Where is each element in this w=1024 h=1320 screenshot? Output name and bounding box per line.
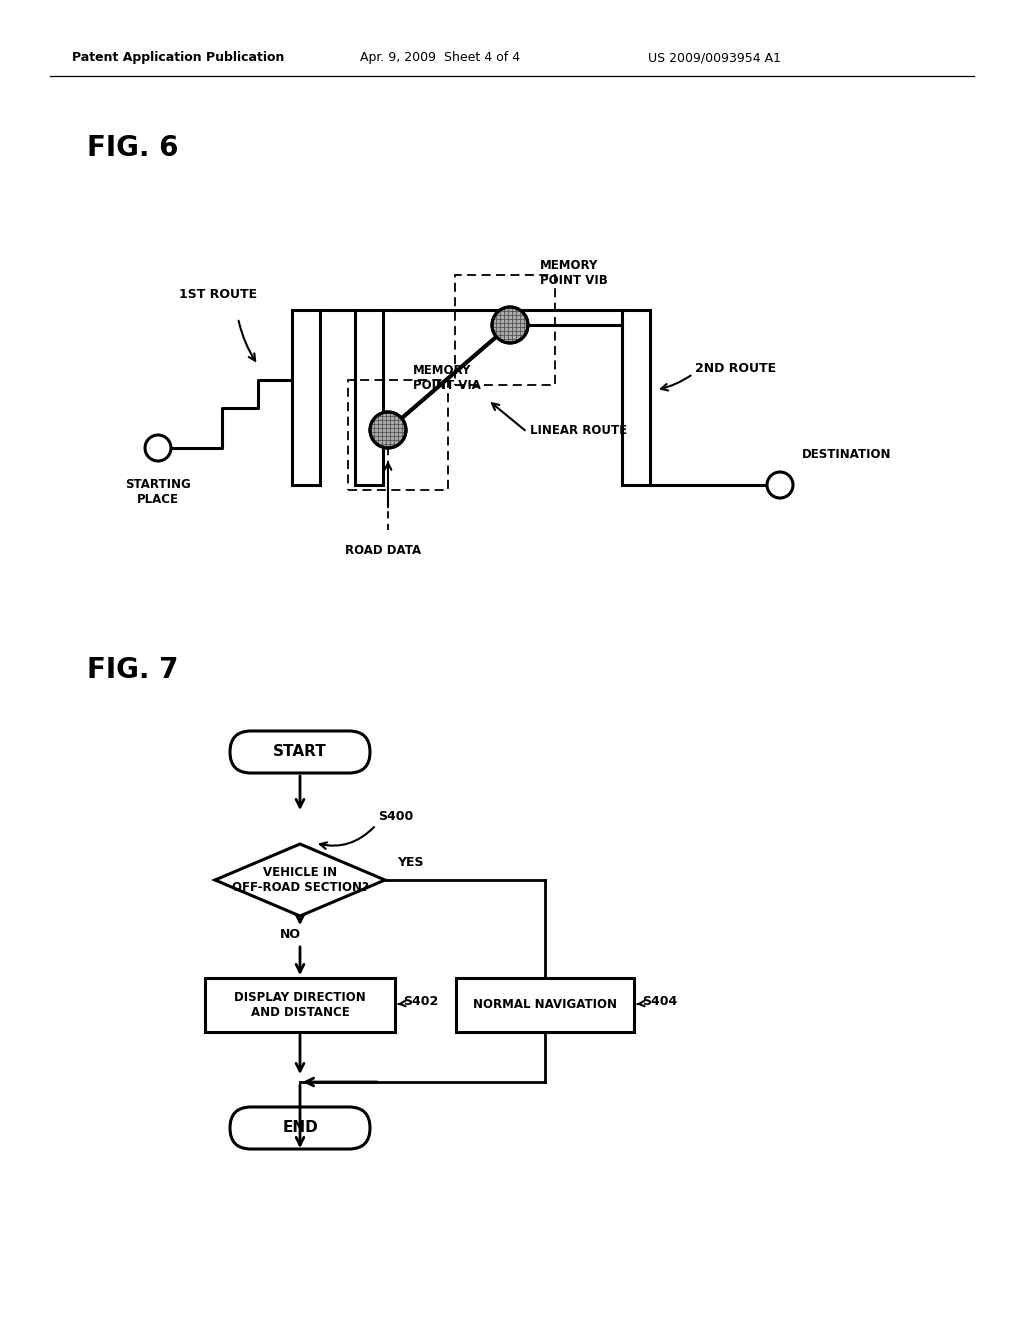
Text: END: END <box>283 1121 317 1135</box>
Bar <box>355 310 383 484</box>
Bar <box>348 380 449 490</box>
Circle shape <box>145 436 171 461</box>
FancyBboxPatch shape <box>230 1107 370 1148</box>
Bar <box>456 978 634 1032</box>
Bar <box>292 310 319 484</box>
Bar <box>205 978 395 1032</box>
Text: FIG. 7: FIG. 7 <box>87 656 178 684</box>
Text: DISPLAY DIRECTION
AND DISTANCE: DISPLAY DIRECTION AND DISTANCE <box>234 991 366 1019</box>
Text: S404: S404 <box>642 995 677 1008</box>
Text: START: START <box>273 744 327 759</box>
Text: 1ST ROUTE: 1ST ROUTE <box>179 289 257 301</box>
FancyBboxPatch shape <box>230 731 370 774</box>
Circle shape <box>492 308 528 343</box>
Text: MEMORY
POINT VIB: MEMORY POINT VIB <box>540 259 608 286</box>
Circle shape <box>370 412 406 447</box>
Text: S400: S400 <box>378 810 414 822</box>
Bar <box>455 275 555 385</box>
Text: S402: S402 <box>403 995 438 1008</box>
Text: VEHICLE IN
OFF-ROAD SECTION?: VEHICLE IN OFF-ROAD SECTION? <box>231 866 369 894</box>
Text: YES: YES <box>397 855 424 869</box>
Text: DESTINATION: DESTINATION <box>802 449 892 462</box>
Text: MEMORY
POINT VIA: MEMORY POINT VIA <box>413 364 481 392</box>
Text: Patent Application Publication: Patent Application Publication <box>72 51 285 65</box>
Text: ROAD DATA: ROAD DATA <box>345 544 421 557</box>
Text: US 2009/0093954 A1: US 2009/0093954 A1 <box>648 51 781 65</box>
Text: Apr. 9, 2009  Sheet 4 of 4: Apr. 9, 2009 Sheet 4 of 4 <box>360 51 520 65</box>
Text: LINEAR ROUTE: LINEAR ROUTE <box>530 424 627 437</box>
Polygon shape <box>215 843 385 916</box>
Text: NO: NO <box>280 928 301 941</box>
Text: FIG. 6: FIG. 6 <box>87 135 178 162</box>
Circle shape <box>767 473 793 498</box>
Text: NORMAL NAVIGATION: NORMAL NAVIGATION <box>473 998 617 1011</box>
Text: 2ND ROUTE: 2ND ROUTE <box>695 362 776 375</box>
Bar <box>622 310 650 484</box>
Text: STARTING
PLACE: STARTING PLACE <box>125 478 190 506</box>
